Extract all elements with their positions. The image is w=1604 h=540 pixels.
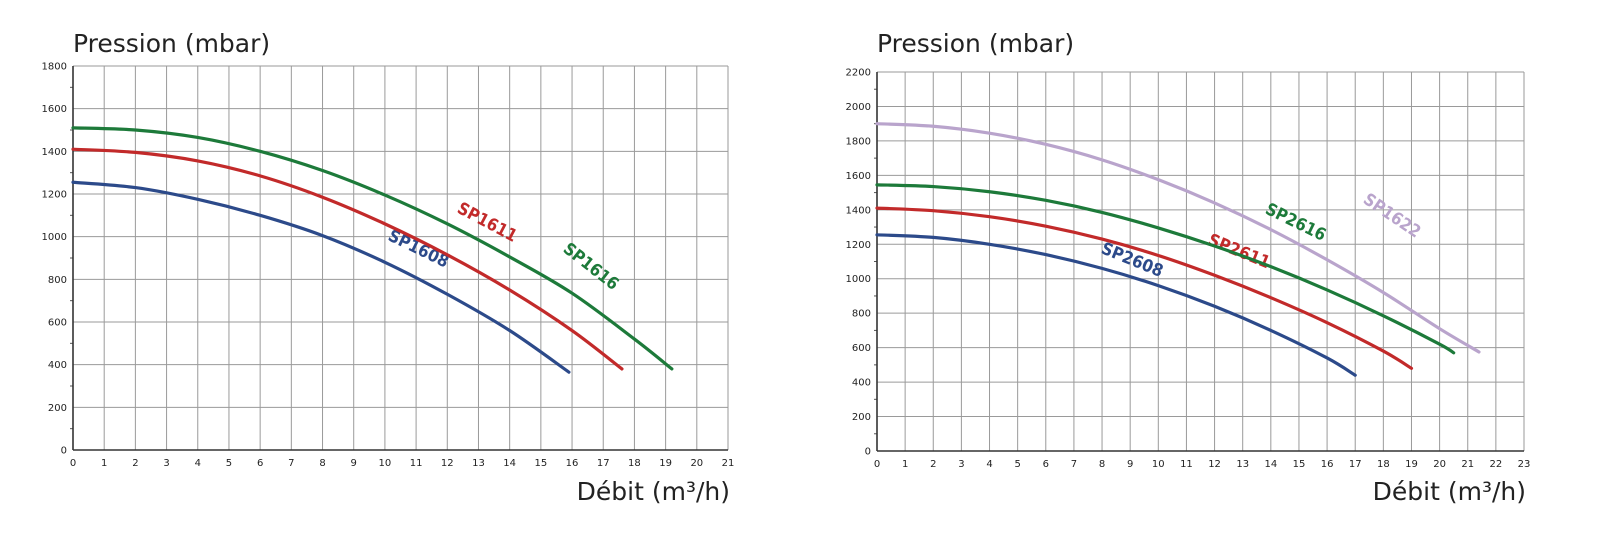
pump-curve-chart-left: Pression (mbar)0200400600800100012001400… bbox=[42, 29, 735, 506]
y-tick-label: 1600 bbox=[846, 171, 871, 182]
x-axis-title: Débit (m³/h) bbox=[1373, 477, 1526, 506]
y-tick-label: 400 bbox=[48, 360, 67, 371]
x-tick-label: 20 bbox=[1433, 459, 1446, 470]
series-line-sp2608 bbox=[875, 233, 1357, 377]
y-tick-label: 600 bbox=[48, 318, 67, 329]
y-tick-label: 2200 bbox=[846, 68, 871, 79]
x-tick-label: 8 bbox=[1099, 459, 1105, 470]
x-tick-label: 18 bbox=[1377, 459, 1390, 470]
x-tick-label: 7 bbox=[1071, 459, 1077, 470]
x-tick-label: 0 bbox=[874, 459, 880, 470]
y-tick-label: 800 bbox=[48, 275, 67, 286]
x-tick-label: 2 bbox=[930, 459, 936, 470]
x-tick-label: 16 bbox=[566, 458, 579, 469]
y-tick-label: 1200 bbox=[42, 190, 67, 201]
y-tick-label: 800 bbox=[852, 309, 871, 320]
y-tick-label: 1200 bbox=[846, 240, 871, 251]
x-tick-label: 10 bbox=[379, 458, 392, 469]
x-tick-label: 15 bbox=[1293, 459, 1306, 470]
y-axis-title: Pression (mbar) bbox=[73, 29, 270, 58]
x-tick-label: 7 bbox=[288, 458, 294, 469]
series-label-sp2611: SP2611 bbox=[1205, 230, 1273, 273]
y-tick-label: 1000 bbox=[42, 232, 67, 243]
y-tick-label: 1000 bbox=[846, 274, 871, 285]
x-tick-label: 13 bbox=[472, 458, 485, 469]
y-tick-label: 2000 bbox=[846, 102, 871, 113]
series-line-sp1616 bbox=[71, 126, 674, 371]
series-line-sp1622 bbox=[875, 122, 1481, 354]
x-tick-label: 1 bbox=[101, 458, 107, 469]
x-tick-label: 0 bbox=[70, 458, 76, 469]
x-tick-label: 18 bbox=[628, 458, 641, 469]
x-tick-label: 20 bbox=[690, 458, 703, 469]
series-label-sp1622: SP1622 bbox=[1359, 190, 1424, 243]
x-tick-label: 5 bbox=[226, 458, 232, 469]
x-tick-label: 19 bbox=[1405, 459, 1418, 470]
y-tick-label: 0 bbox=[865, 447, 871, 458]
y-tick-label: 200 bbox=[48, 403, 67, 414]
x-tick-label: 8 bbox=[319, 458, 325, 469]
grid bbox=[70, 65, 729, 451]
x-tick-label: 9 bbox=[351, 458, 357, 469]
x-tick-label: 12 bbox=[441, 458, 454, 469]
y-tick-label: 1800 bbox=[846, 136, 871, 147]
x-axis-title: Débit (m³/h) bbox=[577, 477, 730, 506]
x-tick-label: 17 bbox=[1349, 459, 1362, 470]
x-tick-label: 14 bbox=[1264, 459, 1277, 470]
x-tick-label: 3 bbox=[958, 459, 964, 470]
y-tick-label: 400 bbox=[852, 378, 871, 389]
x-tick-label: 14 bbox=[503, 458, 516, 469]
series-label-sp2616: SP2616 bbox=[1262, 199, 1329, 245]
y-tick-label: 1800 bbox=[42, 62, 67, 73]
x-tick-label: 22 bbox=[1490, 459, 1503, 470]
series-label-sp1616: SP1616 bbox=[559, 239, 622, 295]
series-line-sp1608 bbox=[71, 180, 571, 374]
x-tick-label: 2 bbox=[132, 458, 138, 469]
x-tick-label: 19 bbox=[659, 458, 672, 469]
x-tick-label: 17 bbox=[597, 458, 610, 469]
x-tick-label: 5 bbox=[1014, 459, 1020, 470]
x-tick-label: 4 bbox=[195, 458, 201, 469]
y-tick-label: 0 bbox=[61, 446, 67, 457]
x-tick-label: 6 bbox=[257, 458, 263, 469]
x-tick-label: 13 bbox=[1236, 459, 1249, 470]
series-label-sp1611: SP1611 bbox=[454, 199, 521, 247]
x-tick-label: 16 bbox=[1321, 459, 1334, 470]
y-tick-label: 1400 bbox=[846, 205, 871, 216]
y-tick-label: 1400 bbox=[42, 147, 67, 158]
y-tick-label: 600 bbox=[852, 343, 871, 354]
x-tick-label: 12 bbox=[1208, 459, 1221, 470]
pump-curve-chart-right: Pression (mbar)0200400600800100012001400… bbox=[846, 29, 1531, 506]
y-tick-label: 1600 bbox=[42, 104, 67, 115]
grid bbox=[874, 71, 1525, 452]
x-tick-label: 6 bbox=[1043, 459, 1049, 470]
series-line-sp2611 bbox=[875, 206, 1414, 370]
x-tick-label: 9 bbox=[1127, 459, 1133, 470]
series-label-sp2608: SP2608 bbox=[1098, 239, 1166, 282]
y-axis-title: Pression (mbar) bbox=[877, 29, 1074, 58]
series-line-sp2616 bbox=[875, 183, 1456, 355]
x-tick-label: 10 bbox=[1152, 459, 1165, 470]
x-tick-label: 21 bbox=[1461, 459, 1474, 470]
x-tick-label: 1 bbox=[902, 459, 908, 470]
x-tick-label: 21 bbox=[722, 458, 735, 469]
y-tick-label: 200 bbox=[852, 412, 871, 423]
x-tick-label: 3 bbox=[163, 458, 169, 469]
x-tick-label: 15 bbox=[534, 458, 547, 469]
series-line-sp1611 bbox=[71, 147, 624, 371]
x-tick-label: 4 bbox=[986, 459, 992, 470]
x-tick-label: 11 bbox=[410, 458, 423, 469]
x-tick-label: 11 bbox=[1180, 459, 1193, 470]
x-tick-label: 23 bbox=[1518, 459, 1531, 470]
